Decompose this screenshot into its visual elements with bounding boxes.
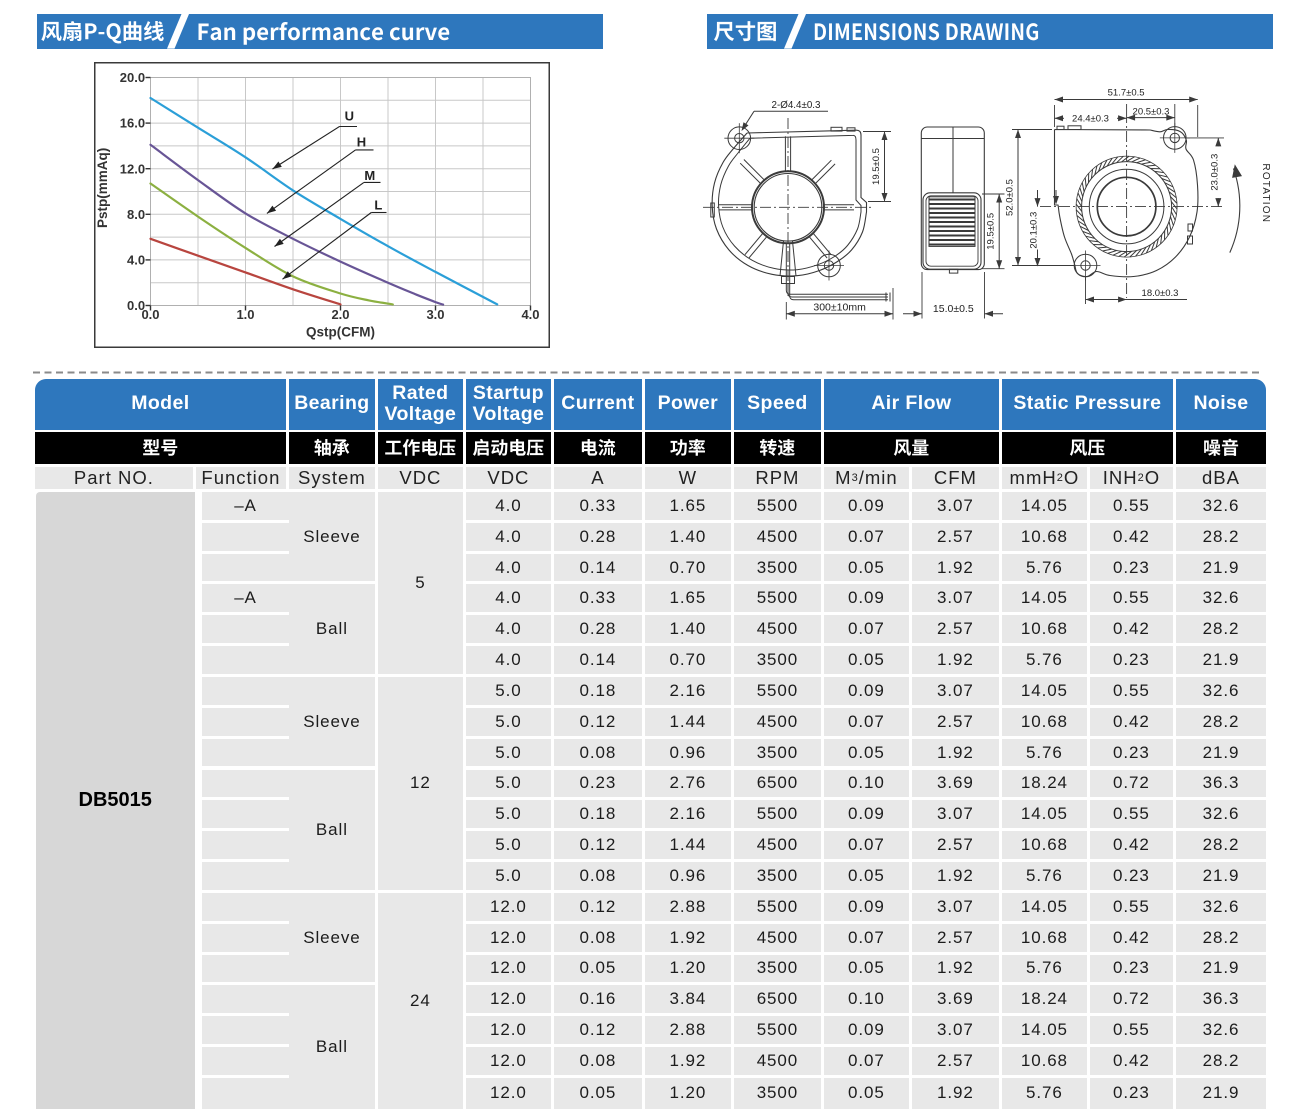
- svg-text:8.0: 8.0: [127, 206, 145, 221]
- svg-text:20.1±0.3: 20.1±0.3: [1029, 212, 1040, 249]
- svg-text:20.5±0.3: 20.5±0.3: [1133, 106, 1170, 117]
- svg-text:12.0: 12.0: [119, 161, 144, 176]
- svg-text:4.0: 4.0: [127, 252, 145, 267]
- svg-text:4.0: 4.0: [521, 307, 539, 322]
- svg-text:2-Ø4.4±0.3: 2-Ø4.4±0.3: [772, 100, 821, 111]
- svg-text:H: H: [356, 134, 365, 149]
- svg-text:16.0: 16.0: [119, 115, 144, 130]
- svg-text:M: M: [364, 167, 375, 182]
- svg-text:18.0±0.3: 18.0±0.3: [1142, 288, 1179, 299]
- svg-text:0.0: 0.0: [127, 298, 145, 313]
- svg-text:23.0±0.3: 23.0±0.3: [1209, 154, 1220, 191]
- svg-text:Qstp(CFM): Qstp(CFM): [306, 324, 375, 339]
- svg-text:300±10mm: 300±10mm: [813, 302, 866, 314]
- svg-text:51.7±0.5: 51.7±0.5: [1108, 88, 1145, 99]
- svg-text:52.0±0.5: 52.0±0.5: [1005, 179, 1016, 216]
- svg-text:0.0: 0.0: [141, 307, 159, 322]
- svg-text:19.5±0.5: 19.5±0.5: [986, 213, 997, 250]
- svg-text:ROTATION: ROTATION: [1260, 163, 1271, 223]
- svg-text:19.5±0.5: 19.5±0.5: [871, 148, 882, 185]
- svg-text:15.0±0.5: 15.0±0.5: [933, 303, 974, 315]
- svg-text:20.0: 20.0: [119, 70, 144, 85]
- svg-text:24.4±0.3: 24.4±0.3: [1072, 114, 1109, 125]
- svg-text:U: U: [344, 108, 353, 123]
- svg-text:1.0: 1.0: [236, 307, 254, 322]
- svg-text:L: L: [374, 197, 382, 212]
- svg-text:Pstp(mmAq): Pstp(mmAq): [95, 147, 110, 227]
- svg-text:2.0: 2.0: [331, 307, 349, 322]
- svg-text:3.0: 3.0: [426, 307, 444, 322]
